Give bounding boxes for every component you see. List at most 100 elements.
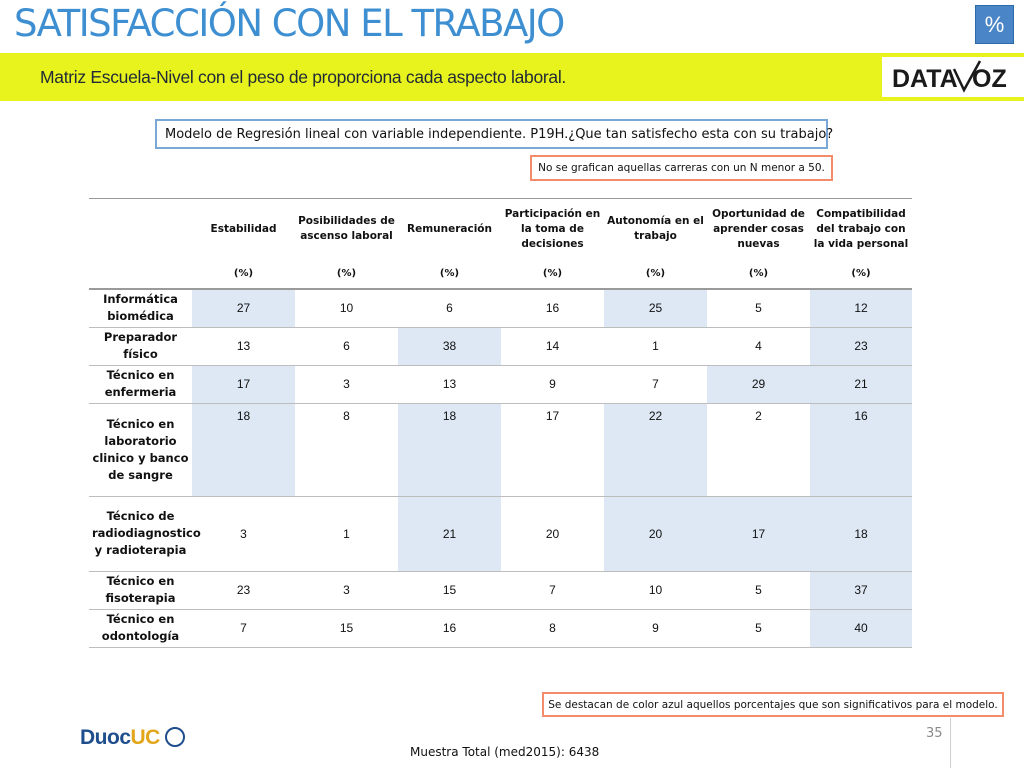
- column-unit: (%): [398, 259, 501, 290]
- footer-divider: [950, 718, 951, 768]
- datavoz-logo: DATA OZ: [882, 57, 1024, 97]
- table-cell: 15: [295, 609, 398, 648]
- table-cell: 6: [295, 327, 398, 366]
- table-cell: 20: [604, 496, 707, 572]
- unit-header-row: (%) (%) (%) (%) (%) (%) (%): [89, 259, 912, 290]
- table-cell: 40: [810, 609, 912, 648]
- table-cell: 9: [501, 365, 604, 404]
- row-label: Técnico en laboratorio clinico y banco d…: [89, 403, 192, 497]
- table-cell: 22: [604, 403, 707, 497]
- table-cell: 5: [707, 289, 810, 328]
- table-cell: 37: [810, 571, 912, 610]
- row-label: Técnico en fisoterapia: [89, 571, 192, 610]
- datavoz-check-mark: [952, 60, 982, 93]
- table-cell: 7: [501, 571, 604, 610]
- table-cell: 21: [398, 496, 501, 572]
- subtitle-band: Matriz Escuela-Nivel con el peso de prop…: [0, 53, 1024, 101]
- table-cell: 1: [295, 496, 398, 572]
- percent-badge: %: [975, 5, 1014, 44]
- column-unit: (%): [501, 259, 604, 290]
- column-header: Posibilidades de ascenso laboral: [295, 198, 398, 259]
- table-cell: 17: [707, 496, 810, 572]
- table-row: Técnico en fisoterapia 23 3 15 7 10 5 37: [89, 571, 912, 610]
- page-number: 35: [926, 726, 943, 741]
- table-cell: 15: [398, 571, 501, 610]
- model-description: Modelo de Regresión lineal con variable …: [155, 119, 833, 149]
- table-cell: 25: [604, 289, 707, 328]
- table-cell: 23: [192, 571, 295, 610]
- data-table-container: Estabilidad Posibilidades de ascenso labo…: [89, 198, 912, 648]
- data-table: Estabilidad Posibilidades de ascenso labo…: [89, 198, 912, 648]
- row-label: Técnico en enfermeria: [89, 365, 192, 404]
- column-unit: (%): [707, 259, 810, 290]
- table-cell: 17: [501, 403, 604, 497]
- column-header: Autonomía en el trabajo: [604, 198, 707, 259]
- table-cell: 18: [398, 403, 501, 497]
- sample-size: Muestra Total (med2015): 6438: [410, 745, 600, 759]
- duoc-logo: DuocUC: [76, 723, 188, 755]
- column-unit: (%): [604, 259, 707, 290]
- row-label: Preparador físico: [89, 327, 192, 366]
- column-unit: (%): [810, 259, 912, 290]
- table-cell: 9: [604, 609, 707, 648]
- table-cell: 3: [295, 571, 398, 610]
- datavoz-logo-lettering-b: OZ: [972, 65, 1007, 93]
- table-cell: 18: [192, 403, 295, 497]
- row-label: Técnico en odontología: [89, 609, 192, 648]
- table-cell: 8: [295, 403, 398, 497]
- table-cell: 13: [398, 365, 501, 404]
- duoc-logo-text: DuocUC: [80, 726, 160, 749]
- row-label: Técnico de radiodiagnostico y radioterap…: [89, 496, 201, 572]
- table-cell: 29: [707, 365, 810, 404]
- table-row: Técnico en laboratorio clinico y banco d…: [89, 403, 912, 497]
- table-cell: 10: [604, 571, 707, 610]
- table-cell: 7: [604, 365, 707, 404]
- table-cell: 38: [398, 327, 501, 366]
- duoc-seal-icon: [165, 727, 185, 747]
- table-row: Técnico en enfermeria 17 3 13 9 7 29 21: [89, 365, 912, 404]
- table-cell: 4: [707, 327, 810, 366]
- column-header: Estabilidad: [192, 198, 295, 259]
- table-cell: 2: [707, 403, 810, 497]
- table-cell: 5: [707, 609, 810, 648]
- column-header: Oportunidad de aprender cosas nuevas: [707, 198, 810, 259]
- table-cell: 10: [295, 289, 398, 328]
- table-cell: 17: [192, 365, 295, 404]
- table-cell: 3: [192, 496, 295, 572]
- highlight-legend-note: Se destacan de color azul aquellos porce…: [542, 692, 1004, 717]
- table-cell: 6: [398, 289, 501, 328]
- table-cell: 20: [501, 496, 604, 572]
- table-cell: 16: [810, 403, 912, 497]
- stub-unit: [89, 259, 192, 290]
- column-unit: (%): [295, 259, 398, 290]
- table-body: Informática biomédica 27 10 6 16 25 5 12 Prepara…: [89, 289, 912, 648]
- table-row: Técnico de radiodiagnostico y radioterap…: [89, 496, 912, 572]
- column-header-row: Estabilidad Posibilidades de ascenso labo…: [89, 198, 912, 259]
- table-cell: 12: [810, 289, 912, 328]
- table-cell: 18: [810, 496, 912, 572]
- table-cell: 7: [192, 609, 295, 648]
- table-cell: 3: [295, 365, 398, 404]
- table-row: Técnico en odontología 7 15 16 8 9 5 40: [89, 609, 912, 648]
- table-cell: 5: [707, 571, 810, 610]
- table-cell: 27: [192, 289, 295, 328]
- table-cell: 8: [501, 609, 604, 648]
- table-cell: 23: [810, 327, 912, 366]
- column-header: Participación en la toma de decisiones: [501, 198, 604, 259]
- table-cell: 16: [398, 609, 501, 648]
- table-cell: 14: [501, 327, 604, 366]
- table-cell: 13: [192, 327, 295, 366]
- column-header: Remuneración: [398, 198, 501, 259]
- subtitle: Matriz Escuela-Nivel con el peso de prop…: [40, 67, 566, 87]
- table-cell: 16: [501, 289, 604, 328]
- table-cell: 21: [810, 365, 912, 404]
- table-row: Preparador físico 13 6 38 14 1 4 23: [89, 327, 912, 366]
- n50-note: No se grafican aquellas carreras con un …: [530, 155, 833, 181]
- page-title: SATISFACCIÓN CON EL TRABAJO: [14, 2, 565, 45]
- column-header: Compatibilidad del trabajo con la vida p…: [810, 198, 912, 259]
- table-row: Informática biomédica 27 10 6 16 25 5 12: [89, 289, 912, 328]
- stub-header: [89, 198, 192, 259]
- column-unit: (%): [192, 259, 295, 290]
- datavoz-logo-lettering: DATA: [892, 65, 958, 93]
- row-label: Informática biomédica: [89, 289, 192, 328]
